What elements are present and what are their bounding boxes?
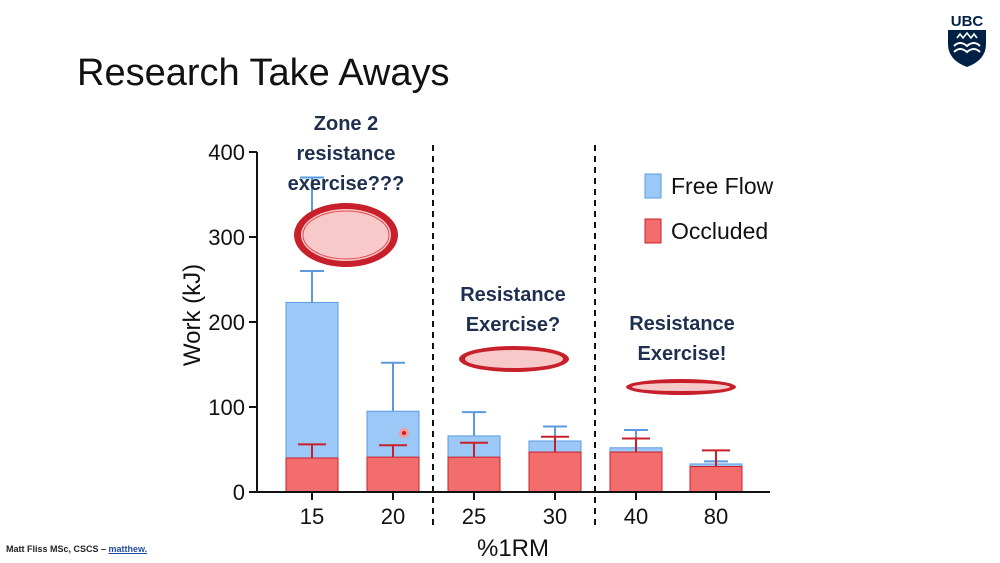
highlight-ellipse-resistance-excl	[626, 379, 736, 395]
x-tick-label-25: 25	[462, 504, 486, 529]
bar-occluded-40	[609, 451, 663, 493]
legend-label-1: Free Flow	[671, 173, 774, 199]
error-bar-occluded-25	[460, 441, 488, 458]
annotation-1-line-2: resistance	[297, 143, 396, 165]
footer-author: Matt Fliss MSc, CSCS –	[6, 544, 109, 554]
bar-occluded-80	[689, 466, 743, 493]
error-bar-free-flow-20	[381, 361, 405, 412]
y-tick-label-300: 300	[208, 225, 245, 250]
y-tick-label-100: 100	[208, 395, 245, 420]
annotation-1-line-3: exercise???	[288, 173, 405, 195]
y-tick-label-0: 0	[233, 480, 245, 505]
highlight-ellipse-resistance	[459, 346, 569, 372]
x-tick-label-15: 15	[300, 504, 324, 529]
highlight-ellipse-zone2	[294, 203, 398, 267]
x-tick-label-30: 30	[543, 504, 567, 529]
y-axis-label: Work (kJ)	[179, 264, 206, 366]
footer: Matt Fliss MSc, CSCS – matthew.	[6, 544, 147, 554]
error-bar-free-flow-15	[300, 270, 324, 303]
legend-swatch-2	[644, 218, 662, 244]
x-tick-label-40: 40	[624, 504, 648, 529]
cursor-dot	[399, 428, 409, 438]
x-axis-label: %1RM	[477, 535, 549, 562]
y-tick-label-200: 200	[208, 310, 245, 335]
footer-link[interactable]: matthew.	[108, 544, 148, 554]
legend-swatch-1	[644, 173, 662, 199]
annotation-2-line-1: Resistance	[460, 284, 566, 306]
annotation-3-line-2: Exercise!	[638, 343, 727, 365]
y-tick-label-400: 400	[208, 140, 245, 165]
bar-occluded-30	[528, 451, 582, 493]
logo-text: UBC	[951, 13, 984, 30]
error-bar-free-flow-25	[462, 411, 486, 436]
x-tick-label-20: 20	[381, 504, 405, 529]
error-bar-occluded-20	[379, 444, 407, 458]
annotation-1-line-1: Zone 2	[314, 113, 378, 135]
error-bar-occluded-15	[298, 443, 326, 458]
legend-label-2: Occluded	[671, 218, 768, 244]
error-bar-occluded-80	[702, 449, 730, 467]
annotation-3-line-1: Resistance	[629, 313, 735, 335]
error-bar-occluded-40	[622, 437, 650, 453]
bar-occluded-25	[447, 456, 501, 493]
slide-title: Research Take Aways	[77, 52, 450, 94]
ubc-logo: UBC	[948, 13, 986, 67]
bar-occluded-20	[366, 456, 420, 493]
annotation-2-line-2: Exercise?	[466, 314, 561, 336]
bar-occluded-15	[285, 457, 339, 493]
error-bar-occluded-30	[541, 435, 569, 453]
x-tick-label-80: 80	[704, 504, 728, 529]
